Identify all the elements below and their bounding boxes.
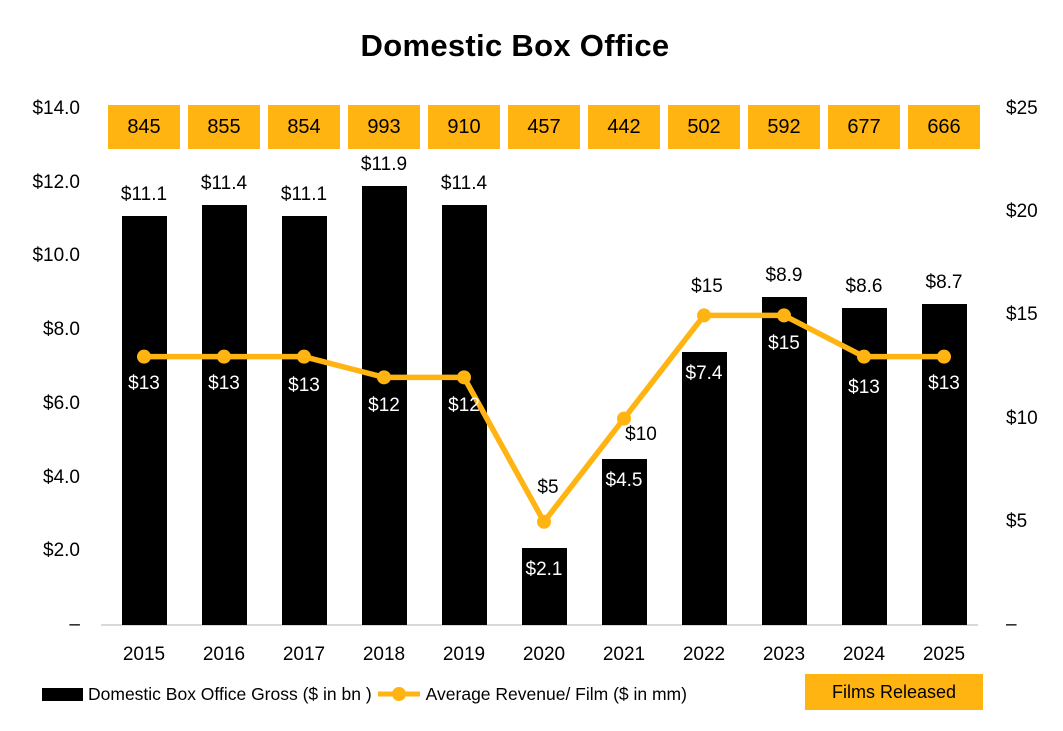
- line-value-label-2025: $13: [928, 372, 960, 394]
- right-axis-tick-25: $25: [1006, 98, 1038, 119]
- films-box-2018: 993: [348, 105, 420, 149]
- right-axis-tick-10: $10: [1006, 407, 1038, 429]
- year-label-2023: 2023: [762, 644, 806, 665]
- films-box-2022: 502: [668, 105, 740, 149]
- left-axis-tick-12: $12.0: [32, 171, 80, 193]
- bar-value-label-2015: $11.1: [120, 183, 168, 205]
- legend-line-label: Average Revenue/ Film ($ in mm): [425, 683, 687, 704]
- year-label-2021: 2021: [602, 644, 646, 665]
- bar-2016: [201, 204, 247, 625]
- films-box-2017: 854: [268, 105, 340, 149]
- legend-bar-label: Domestic Box Office Gross ($ in bn ): [88, 683, 372, 704]
- year-label-2024: 2024: [842, 644, 886, 665]
- left-axis-tick-14: $14.0: [32, 98, 80, 119]
- films-box-2024: 677: [828, 105, 900, 149]
- x-axis-line: [101, 624, 978, 626]
- films-box-2019: 910: [428, 105, 500, 149]
- bar-value-label-2023: $8.9: [765, 264, 803, 286]
- left-axis-tick-0: –: [69, 614, 80, 635]
- bar-value-label-2017: $11.1: [280, 183, 328, 205]
- films-box-2025: 666: [908, 105, 980, 149]
- year-label-2016: 2016: [202, 644, 246, 665]
- legend: Domestic Box Office Gross ($ in bn ) Ave…: [42, 677, 687, 711]
- films-released-badge: Films Released: [805, 674, 983, 710]
- films-box-2023: 592: [748, 105, 820, 149]
- bar-value-label-2024: $8.6: [845, 276, 883, 298]
- right-axis-tick-0: –: [1006, 614, 1017, 635]
- left-axis-tick-6: $6.0: [43, 392, 80, 414]
- left-axis-tick-2: $2.0: [43, 540, 80, 562]
- year-label-2018: 2018: [362, 644, 406, 665]
- films-box-2021: 442: [588, 105, 660, 149]
- line-value-label-2022: $15: [691, 276, 723, 298]
- bar-2015: [121, 215, 167, 625]
- left-axis-tick-8: $8.0: [43, 319, 80, 341]
- line-value-label-2015: $13: [128, 372, 160, 394]
- year-label-2022: 2022: [682, 644, 726, 665]
- bar-value-label-2021: $4.5: [605, 470, 643, 492]
- line-value-label-2023: $15: [768, 333, 800, 355]
- bar-2022: [681, 352, 727, 625]
- left-axis: $14.0 $12.0 $10.0 $8.0 $6.0 $4.0 $2.0 –: [0, 0, 80, 731]
- bar-value-label-2019: $11.4: [440, 172, 488, 194]
- line-value-label-2019: $12: [448, 395, 480, 417]
- line-value-label-2017: $13: [288, 374, 320, 396]
- right-axis-tick-15: $15: [1006, 304, 1038, 326]
- line-value-label-2018: $12: [368, 395, 400, 417]
- right-axis-tick-20: $20: [1006, 201, 1038, 223]
- bar-value-label-2025: $8.7: [925, 272, 963, 294]
- line-value-label-2016: $13: [208, 372, 240, 394]
- right-axis-tick-5: $5: [1006, 510, 1028, 532]
- year-label-2020: 2020: [522, 644, 566, 665]
- legend-bar-swatch-icon: [42, 687, 83, 701]
- line-value-label-2020: $5: [537, 476, 559, 498]
- bar-value-label-2020: $2.1: [525, 558, 563, 580]
- line-point-2020: [537, 514, 551, 529]
- bar-2020: [521, 547, 567, 625]
- films-box-2020: 457: [508, 105, 580, 149]
- bar-value-label-2022: $7.4: [685, 363, 723, 385]
- year-label-2017: 2017: [282, 644, 326, 665]
- year-label-2019: 2019: [442, 644, 486, 665]
- line-value-label-2021: $10: [625, 423, 657, 445]
- bar-value-label-2016: $11.4: [200, 172, 248, 194]
- right-axis: $25 $20 $15 $10 $5 –: [1006, 0, 1063, 731]
- legend-line-dot: [391, 687, 406, 701]
- bar-2025: [921, 304, 967, 625]
- legend-line-marker-icon: [377, 687, 420, 701]
- films-box-2016: 855: [188, 105, 260, 149]
- bar-2024: [841, 308, 887, 625]
- left-axis-tick-10: $10.0: [32, 245, 80, 267]
- films-box-2015: 845: [108, 105, 180, 149]
- bar-value-label-2018: $11.9: [360, 154, 408, 176]
- chart-title: Domestic Box Office: [360, 28, 670, 63]
- bar-2017: [281, 215, 327, 625]
- year-label-2025: 2025: [922, 644, 966, 665]
- left-axis-tick-4: $4.0: [43, 466, 80, 488]
- line-value-label-2024: $13: [848, 376, 880, 398]
- year-label-2015: 2015: [122, 644, 166, 665]
- line-point-2022: [697, 308, 711, 323]
